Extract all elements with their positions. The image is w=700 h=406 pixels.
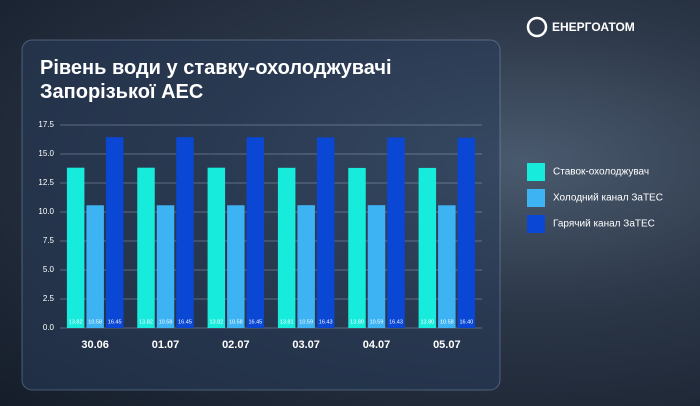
- y-tick-label: 12.5: [38, 178, 54, 187]
- y-tick-label: 2.5: [43, 294, 55, 303]
- y-tick-label: 10.0: [38, 207, 54, 216]
- bar: [137, 167, 155, 328]
- value-label: 13.82: [69, 319, 83, 325]
- y-tick-label: 15.0: [38, 149, 54, 158]
- value-label: 13.80: [420, 319, 434, 325]
- logo-text: ЕНЕРГОАТОМ: [552, 20, 635, 34]
- bar: [176, 137, 194, 328]
- bar: [418, 167, 437, 328]
- bar: [156, 205, 175, 328]
- bar: [297, 205, 315, 328]
- bar: [227, 205, 245, 328]
- value-label: 10.58: [88, 319, 102, 325]
- bar: [316, 137, 335, 328]
- value-label: 10.58: [440, 319, 454, 325]
- x-tick-label: 02.07: [222, 339, 250, 351]
- value-label: 10.59: [299, 319, 313, 325]
- value-label: 16.43: [389, 319, 403, 325]
- value-label: 16.45: [108, 319, 122, 325]
- value-label: 16.43: [319, 319, 333, 325]
- x-tick-label: 04.07: [363, 339, 391, 351]
- x-tick-label: 01.07: [152, 339, 180, 351]
- value-label: 10.58: [229, 319, 243, 325]
- bar: [367, 205, 386, 328]
- bar: [277, 167, 296, 328]
- y-tick-label: 7.5: [43, 236, 55, 245]
- legend-swatch: [527, 215, 545, 233]
- bar: [105, 137, 124, 328]
- value-label: 13.81: [280, 319, 294, 325]
- value-label: 13.82: [139, 319, 153, 325]
- logo-icon: [526, 16, 548, 38]
- y-tick-label: 5.0: [43, 265, 55, 274]
- bar: [246, 137, 265, 328]
- legend-label: Гарячий канал ЗаТЕС: [553, 219, 655, 230]
- value-label: 16.40: [459, 319, 473, 325]
- x-tick-label: 03.07: [292, 339, 320, 351]
- x-tick-label: 30.06: [81, 339, 109, 351]
- bar: [387, 137, 405, 328]
- bar: [66, 167, 85, 328]
- value-label: 13.80: [350, 319, 364, 325]
- bar: [438, 205, 456, 328]
- value-label: 16.45: [248, 319, 262, 325]
- value-label: 16.45: [178, 319, 192, 325]
- y-tick-label: 17.5: [38, 120, 54, 129]
- chart-title: Рівень води у ставку-охолоджувачі Запорі…: [40, 57, 392, 103]
- value-label: 10.59: [370, 319, 384, 325]
- value-label: 13.82: [209, 319, 223, 325]
- bar: [457, 137, 476, 328]
- y-tick-label: 0.0: [43, 323, 55, 332]
- x-tick-label: 05.07: [433, 339, 461, 351]
- bar: [207, 167, 226, 328]
- legend-label: Ставок-охолоджувач: [553, 167, 649, 178]
- bar: [86, 205, 104, 328]
- legend-swatch: [527, 189, 545, 207]
- legend-label: Холодний канал ЗаТЕС: [553, 193, 663, 204]
- bar: [348, 167, 366, 328]
- value-label: 10.58: [159, 319, 173, 325]
- legend-swatch: [527, 163, 545, 181]
